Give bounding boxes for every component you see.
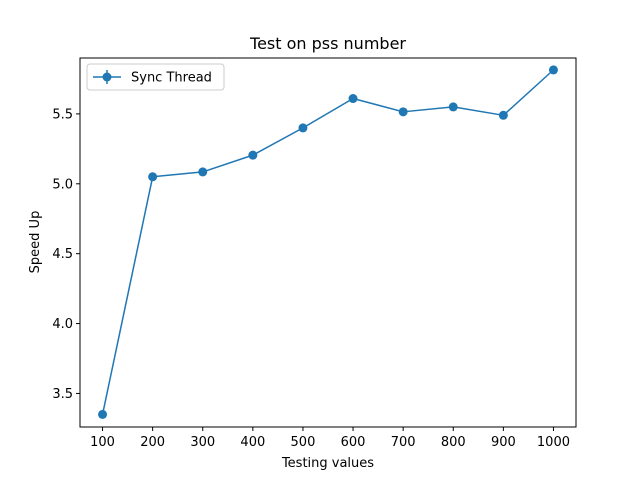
data-point	[548, 65, 558, 75]
chart-title: Test on pss number	[249, 34, 406, 53]
data-point	[148, 172, 158, 182]
x-tick-label: 900	[491, 435, 516, 450]
data-point	[98, 409, 108, 419]
data-point	[448, 102, 458, 112]
x-tick-label: 200	[140, 435, 165, 450]
x-tick-label: 500	[291, 435, 316, 450]
y-tick-label: 5.0	[52, 177, 73, 192]
data-point	[498, 110, 508, 120]
x-axis-label: Testing values	[281, 456, 374, 471]
legend-marker-sync-thread	[102, 72, 112, 82]
legend-label-sync-thread: Sync Thread	[131, 71, 212, 86]
y-tick-label: 3.5	[52, 387, 73, 402]
series-line-sync-thread	[101, 69, 554, 415]
legend-box	[86, 63, 225, 91]
y-tick-label: 4.0	[52, 317, 73, 332]
y-axis: 3.5 4.0 4.5 5.0 5.5	[52, 107, 80, 402]
data-point	[298, 123, 308, 133]
series-layer	[98, 65, 558, 419]
x-tick-label: 700	[391, 435, 416, 450]
x-tick-label: 100	[90, 435, 115, 450]
data-point	[198, 167, 208, 177]
x-tick-label: 300	[190, 435, 215, 450]
data-point	[248, 150, 258, 160]
plot-background	[80, 58, 576, 427]
x-axis: 100 200 300 400 500 600 700 800 900 1000	[90, 427, 570, 450]
y-tick-label: 5.5	[52, 107, 73, 122]
x-tick-label: 1000	[537, 435, 570, 450]
x-tick-label: 600	[341, 435, 366, 450]
legend: Sync Thread	[86, 63, 225, 91]
data-point	[398, 107, 408, 117]
plot-area	[79, 57, 577, 428]
plot-frame	[79, 57, 577, 428]
x-tick-label: 800	[441, 435, 466, 450]
y-axis-label: Speed Up	[28, 211, 43, 274]
data-point	[348, 94, 358, 104]
y-tick-label: 4.5	[52, 247, 73, 262]
x-tick-label: 400	[240, 435, 265, 450]
